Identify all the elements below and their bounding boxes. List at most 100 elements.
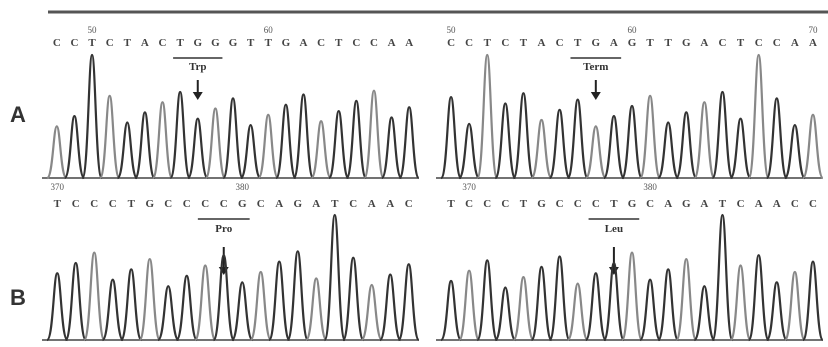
base-letter: T <box>520 37 528 49</box>
trace-peak <box>622 106 642 178</box>
base-letter: A <box>791 37 799 49</box>
trace-peak <box>513 93 533 178</box>
trace-peak <box>251 272 271 340</box>
base-letter: C <box>317 37 325 49</box>
base-letter: C <box>483 198 491 210</box>
trace-peak <box>223 98 242 178</box>
base-letter: C <box>106 37 114 49</box>
trace-peak <box>532 120 552 178</box>
base-letter: C <box>220 198 228 210</box>
trace-peak <box>206 109 225 178</box>
base-letter: C <box>70 37 78 49</box>
base-letter: T <box>335 37 343 49</box>
trace-peak <box>640 96 660 178</box>
trace-peak <box>785 125 805 178</box>
trace-peak <box>586 273 606 340</box>
base-letter: A <box>773 198 781 210</box>
trace-peak <box>400 107 419 178</box>
trace-peak <box>135 112 154 178</box>
trace-peak <box>586 126 606 178</box>
trace-peak <box>66 263 86 340</box>
base-letter: G <box>628 198 637 210</box>
trace-peak <box>329 111 348 178</box>
trace-peak <box>47 273 67 340</box>
trace-peak <box>785 272 805 340</box>
trace-peak <box>82 55 101 178</box>
trace-peak <box>495 103 515 178</box>
base-letter: C <box>465 37 473 49</box>
base-letter: C <box>53 37 61 49</box>
base-letter: C <box>501 198 509 210</box>
base-letter: T <box>265 37 273 49</box>
row-label: A <box>10 102 26 127</box>
base-letter: G <box>282 37 291 49</box>
trace-peak <box>100 96 119 178</box>
trace-peak <box>713 92 733 178</box>
base-letter: A <box>388 37 396 49</box>
base-letter: C <box>501 37 509 49</box>
trace-peak <box>311 121 330 178</box>
base-letter: T <box>247 37 255 49</box>
trace-peak <box>550 110 570 178</box>
trace-peak <box>118 123 137 178</box>
base-letter: C <box>718 37 726 49</box>
trace-peak <box>767 98 787 178</box>
position-number: 380 <box>236 182 250 192</box>
position-number: 370 <box>462 182 476 192</box>
base-letter: G <box>145 198 154 210</box>
trace-peak <box>640 280 660 340</box>
trace-peak <box>513 277 533 340</box>
base-letter: T <box>331 198 339 210</box>
base-letter: T <box>610 198 618 210</box>
base-letter: T <box>88 37 96 49</box>
base-letter: C <box>809 198 817 210</box>
trace-peak <box>604 116 624 178</box>
trace-peak <box>713 215 733 340</box>
base-letter: C <box>592 198 600 210</box>
base-letter: T <box>447 198 455 210</box>
trace-peak <box>276 105 295 178</box>
position-number: 380 <box>643 182 657 192</box>
trace-peak <box>803 115 823 178</box>
base-letter: G <box>592 37 601 49</box>
codon-label: Leu <box>605 223 623 235</box>
arrow-head <box>193 92 203 100</box>
base-letter: T <box>124 37 132 49</box>
trace-peak <box>47 126 66 178</box>
trace-peak <box>288 251 308 340</box>
trace-peak <box>382 117 401 178</box>
trace-peak <box>459 124 479 178</box>
base-letter: T <box>176 37 184 49</box>
trace-peak <box>459 271 479 340</box>
base-letter: A <box>275 198 283 210</box>
arrow-head <box>591 92 601 100</box>
trace-peak <box>767 282 787 340</box>
trace-peak <box>347 101 366 178</box>
base-letter: T <box>719 198 727 210</box>
base-letter: T <box>128 198 136 210</box>
trace-peak <box>170 92 189 178</box>
base-letter: C <box>90 198 98 210</box>
base-letter: C <box>556 37 564 49</box>
base-letter: C <box>159 37 167 49</box>
trace-peak <box>232 282 252 340</box>
base-letter: T <box>484 37 492 49</box>
base-letter: C <box>183 198 191 210</box>
base-letter: C <box>349 198 357 210</box>
base-letter: T <box>54 198 62 210</box>
base-letter: C <box>465 198 473 210</box>
base-letter: A <box>610 37 618 49</box>
base-letter: G <box>229 37 238 49</box>
base-letter: C <box>352 37 360 49</box>
trace-peak <box>803 262 823 340</box>
trace-peak <box>495 288 515 341</box>
base-letter: C <box>405 198 413 210</box>
trace-peak <box>399 264 419 340</box>
trace-peak <box>188 119 207 178</box>
trace-peak <box>177 276 197 340</box>
base-letter: C <box>164 198 172 210</box>
base-letter: A <box>755 198 763 210</box>
position-number: 50 <box>88 25 98 35</box>
trace-peak <box>103 280 123 340</box>
row-label: B <box>10 285 26 310</box>
